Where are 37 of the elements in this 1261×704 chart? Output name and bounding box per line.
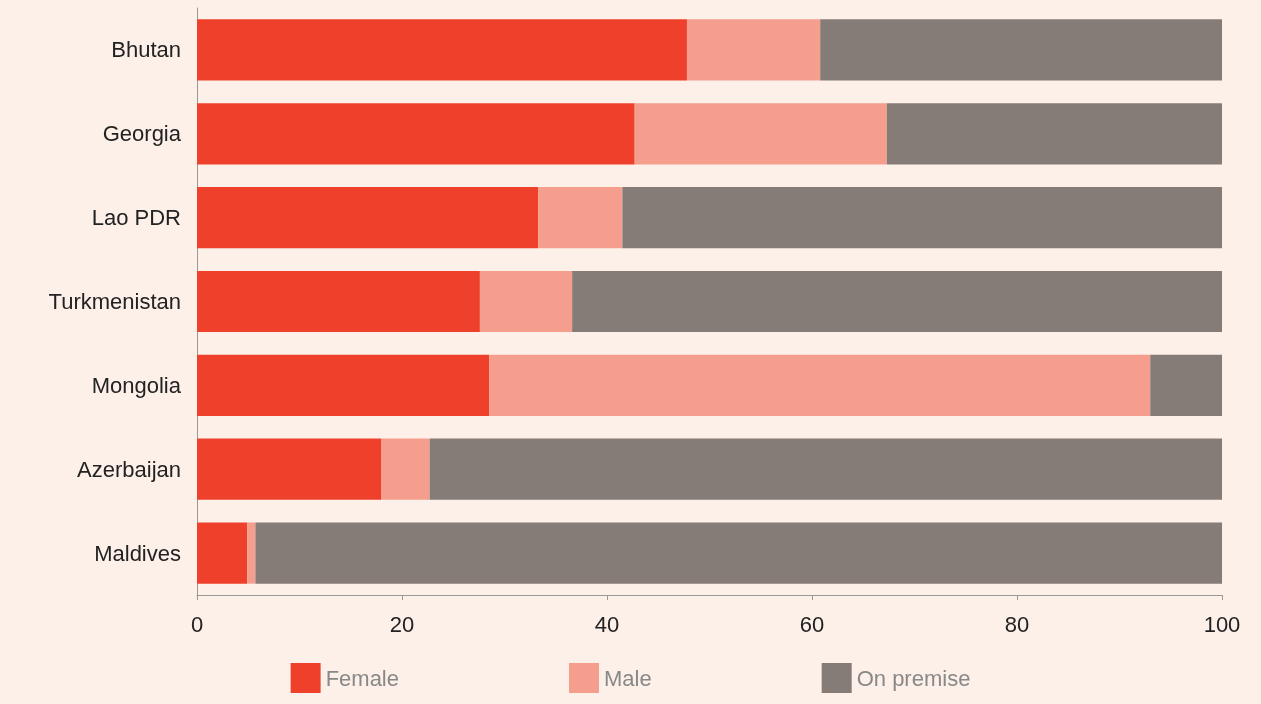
bar bbox=[247, 522, 256, 584]
bar bbox=[686, 19, 821, 81]
bar bbox=[886, 103, 1222, 165]
bar bbox=[538, 187, 623, 249]
x-tick-label: 20 bbox=[389, 611, 415, 637]
y-tick-label: Bhutan bbox=[111, 37, 181, 63]
bar bbox=[197, 270, 480, 333]
bar bbox=[197, 522, 248, 584]
y-tick-label: Turkmenistan bbox=[48, 289, 181, 314]
bar bbox=[381, 438, 430, 500]
bar bbox=[197, 187, 539, 249]
x-tick-label: 0 bbox=[190, 611, 204, 637]
bar bbox=[429, 438, 1222, 500]
y-tick-label: Maldives bbox=[94, 540, 181, 566]
bar bbox=[197, 438, 382, 500]
bar bbox=[572, 270, 1222, 333]
bar bbox=[820, 19, 1222, 81]
bar bbox=[1150, 354, 1222, 416]
x-tick-label: 60 bbox=[799, 611, 825, 637]
bar bbox=[479, 270, 573, 333]
y-tick-label: Azerbaijan bbox=[77, 456, 181, 482]
legend-label: Female bbox=[325, 665, 399, 691]
bar bbox=[197, 19, 687, 81]
legend-label: On premise bbox=[856, 665, 971, 691]
x-tick-label: 40 bbox=[594, 611, 620, 637]
bar bbox=[197, 354, 490, 416]
y-tick-label: Georgia bbox=[102, 121, 182, 147]
legend-label: Male bbox=[603, 665, 652, 691]
x-tick-label: 80 bbox=[1004, 611, 1030, 637]
bar bbox=[622, 187, 1222, 249]
bar bbox=[634, 103, 887, 165]
bar bbox=[255, 522, 1222, 584]
bar bbox=[197, 103, 635, 165]
y-tick-label: Mongolia bbox=[91, 372, 182, 398]
y-tick-label: Lao PDR bbox=[91, 205, 181, 231]
x-tick-label: 100 bbox=[1203, 611, 1241, 637]
bar bbox=[489, 354, 1151, 416]
